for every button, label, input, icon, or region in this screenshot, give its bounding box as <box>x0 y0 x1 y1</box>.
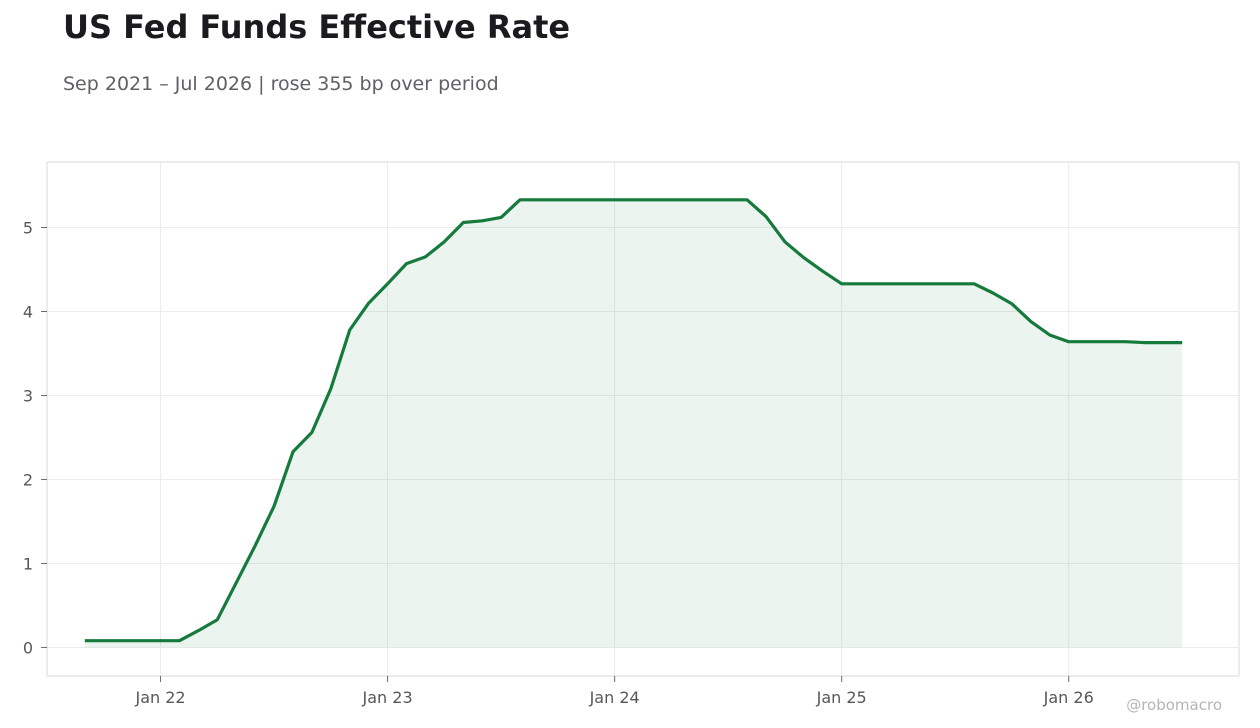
chart-subtitle: Sep 2021 – Jul 2026 | rose 355 bp over p… <box>63 73 499 95</box>
y-tick-label: 1 <box>23 554 33 573</box>
x-tick-label: Jan 23 <box>362 688 413 707</box>
y-tick-label: 2 <box>23 470 33 489</box>
grid-layer <box>47 162 1239 676</box>
x-tick-label: Jan 24 <box>589 688 640 707</box>
series-line <box>84 198 1183 643</box>
y-tick-label: 4 <box>23 302 33 321</box>
frame-layer <box>46 161 1240 677</box>
plot-frame <box>46 161 1240 677</box>
y-tick-label: 3 <box>23 386 33 405</box>
area-layer <box>84 199 1183 648</box>
series-area-fill <box>84 199 1183 648</box>
x-tick-label: Jan 22 <box>134 688 185 707</box>
watermark: @robomacro <box>1126 696 1222 714</box>
y-axis-ticks: 0 1 2 3 4 5 <box>23 219 47 657</box>
y-tick-label: 0 <box>23 638 33 657</box>
x-axis-ticks: Jan 22 Jan 23 Jan 24 Jan 25 Jan 26 <box>134 676 1094 707</box>
chart-title: US Fed Funds Effective Rate <box>63 8 571 46</box>
x-tick-label: Jan 26 <box>1043 688 1094 707</box>
line-layer <box>84 198 1183 643</box>
x-tick-label: Jan 25 <box>816 688 867 707</box>
y-tick-label: 5 <box>23 219 33 238</box>
